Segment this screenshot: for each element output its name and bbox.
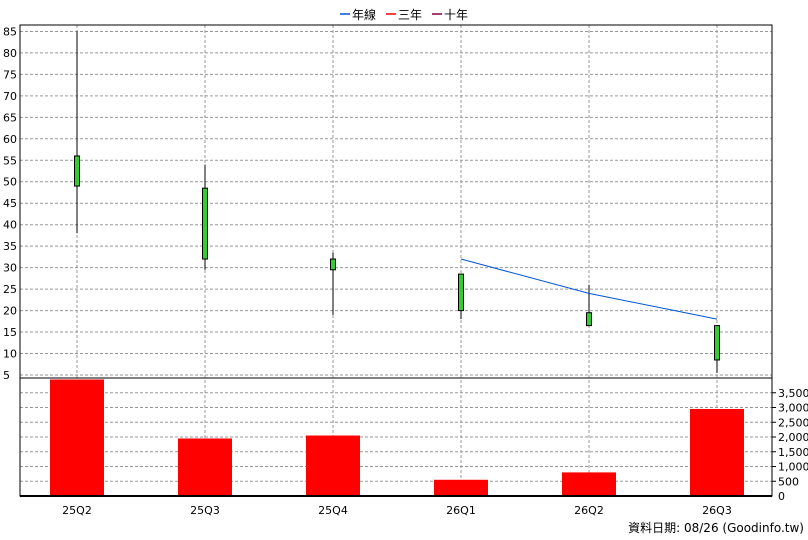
x-tick-label: 25Q4 [318,504,348,517]
candle-body [202,187,208,260]
volume-bar [50,379,104,496]
x-tick-label: 26Q2 [574,504,604,517]
volume-tick-label: 3,500 [778,387,808,400]
price-tick-label: 10 [3,348,17,361]
price-tick-label: 40 [3,219,17,232]
price-tick-label: 25 [3,283,17,296]
price-tick-label: 85 [3,25,17,38]
volume-bar [178,438,232,496]
x-tick-label: 26Q1 [446,504,476,517]
x-tick-label: 26Q3 [702,504,732,517]
price-tick-label: 50 [3,176,17,189]
volume-bar [306,435,360,496]
price-tick-label: 45 [3,197,17,210]
price-plot-area [20,25,772,378]
volume-tick-label: 500 [778,475,799,488]
candle-body [74,155,80,187]
volume-bar [562,472,616,496]
price-tick-label: 15 [3,326,17,339]
volume-bar [434,479,488,496]
candle-body [586,312,592,327]
volume-bar [690,408,744,496]
price-tick-label: 80 [3,47,17,60]
candle-body [458,273,464,312]
legend-label: 十年 [444,8,468,22]
price-tick-label: 65 [3,111,17,124]
price-tick-label: 75 [3,68,17,81]
price-tick-label: 20 [3,305,17,318]
annual-ma-line [460,258,718,320]
x-tick-label: 25Q3 [190,504,220,517]
volume-tick-label: 0 [778,490,785,503]
volume-tick-label: 1,000 [778,461,808,474]
volume-tick-label: 1,500 [778,446,808,459]
candle-body [714,325,720,361]
price-tick-label: 60 [3,133,17,146]
volume-tick-label: 3,000 [778,402,808,415]
legend-label: 三年 [398,8,422,22]
price-tick-label: 55 [3,154,17,167]
price-tick-label: 70 [3,90,17,103]
x-tick-label: 25Q2 [62,504,92,517]
candle-body [330,258,336,271]
price-tick-label: 35 [3,240,17,253]
legend-label: 年線 [352,7,376,22]
volume-tick-label: 2,500 [778,416,808,429]
volume-tick-label: 2,000 [778,431,808,444]
price-tick-label: 30 [3,262,17,275]
price-tick-label: 5 [3,369,10,382]
data-date-footer: 資料日期: 08/26 (Goodinfo.tw) [628,521,804,535]
